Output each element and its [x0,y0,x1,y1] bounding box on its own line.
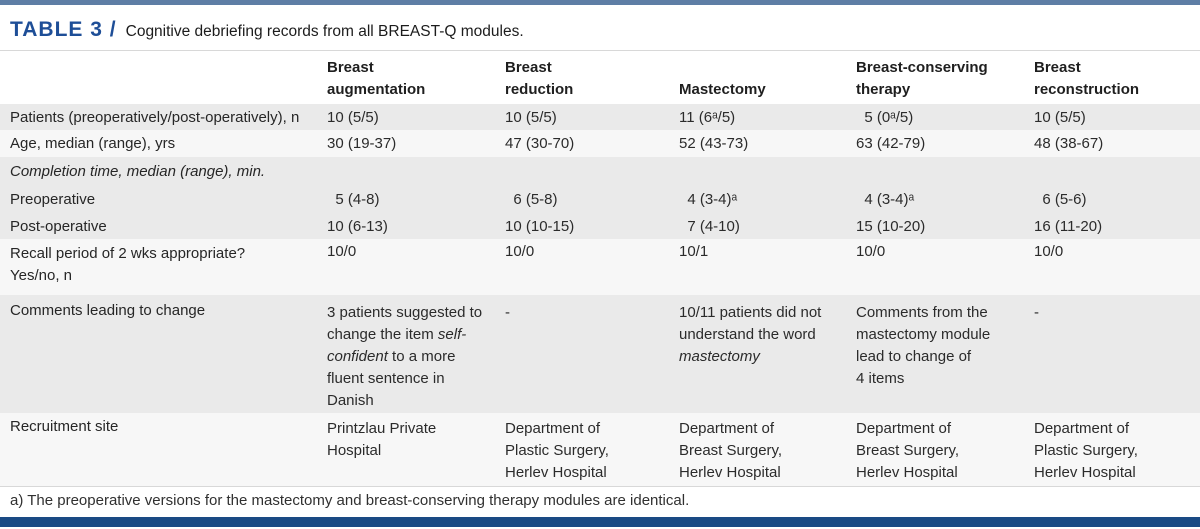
row-label: Recall period of 2 wks appropriate? Yes/n… [10,245,246,284]
site-cell-augmentation: Printzlau Private Hospital [327,420,437,459]
value-cell: 5 (4-8) [327,191,380,208]
row-label: Recruitment site [10,418,119,435]
header-row: Breast augmentation Breast reduction Maste… [0,51,1200,104]
value-cell: 10/1 [679,243,709,260]
row-patients: Patients (preoperatively/post-operativel… [0,104,1200,130]
row-recall-period: Recall period of 2 wks appropriate? Yes/n… [0,239,1200,295]
value-cell: 10 (5/5) [327,108,379,126]
column-header-breast-reconstruction: Breast reconstruction [1034,59,1140,98]
empty-cell [679,157,856,186]
value-cell: 4 (3-4)ᵃ [679,191,738,208]
bottom-rule [0,486,1200,487]
value-cell: 7 (4-10) [679,217,740,235]
comment-cell-reconstruction: - [1034,304,1039,321]
empty-cell [505,157,679,186]
value-cell: 10 (6-13) [327,217,388,235]
row-label: Patients (preoperatively/post-operativel… [10,108,300,126]
value-cell: 6 (5-6) [1034,191,1087,208]
column-header-mastectomy: Mastectomy [679,81,766,98]
value-cell: 15 (10-20) [856,217,926,235]
comment-cell-reduction: - [505,304,510,321]
row-recruitment-site: Recruitment site Printzlau Private Hospit… [0,413,1200,486]
value-cell: 10 (5/5) [505,108,557,126]
comment-cell-conserving: Comments from the mastectomy module lead t… [856,304,991,387]
table-title: TABLE 3 / Cognitive debriefing records f… [0,5,1200,50]
section-label: Completion time, median (range), min. [10,163,266,180]
row-age: Age, median (range), yrs 30 (19-37) 47 (… [0,130,1200,157]
value-cell: 52 (43-73) [679,135,749,152]
row-label: Age, median (range), yrs [10,135,176,152]
empty-cell [327,157,505,186]
site-cell-mastectomy: Department of Breast Surgery, Herlev Hospi… [679,420,783,481]
row-label: Post-operative [10,217,107,235]
value-cell: 10/0 [856,243,886,260]
value-cell: 4 (3-4)ᵃ [856,191,915,208]
value-cell: 6 (5-8) [505,191,558,208]
comment-cell-mastectomy: 10/11 patients did not understand the wor… [679,304,822,365]
value-cell: 10/0 [1034,243,1064,260]
value-cell: 16 (11-20) [1034,217,1103,235]
site-cell-reconstruction: Department of Plastic Surgery, Herlev Hosp… [1034,420,1138,481]
value-cell: 47 (30-70) [505,135,575,152]
value-cell: 10/0 [327,243,357,260]
comment-cell-augmentation: 3 patients suggested to change the item s… [327,304,483,409]
site-cell-reduction: Department of Plastic Surgery, Herlev Hosp… [505,420,609,481]
table-caption: Cognitive debriefing records from all BR… [125,23,524,40]
value-cell: 30 (19-37) [327,135,397,152]
row-postoperative: Post-operative 10 (6-13) 10 (10-15) 7 (4… [0,213,1200,239]
value-cell: 11 (6ᵃ/5) [679,108,736,126]
top-accent-bar [0,0,1200,5]
row-preoperative: Preoperative 5 (4-8) 6 (5-8) 4 (3-4)ᵃ 4 … [0,186,1200,213]
row-label: Preoperative [10,191,96,208]
value-cell: 10 (10-15) [505,217,575,235]
empty-cell [1034,157,1200,186]
value-cell: 48 (38-67) [1034,135,1104,152]
column-header-breast-augmentation: Breast augmentation [327,59,426,98]
value-cell: 63 (42-79) [856,135,926,152]
table-footnote: a) The preoperative versions for the mas… [10,492,690,509]
site-cell-conserving: Department of Breast Surgery, Herlev Hospi… [856,420,960,481]
row-label: Comments leading to change [10,302,206,319]
table-number: TABLE 3 / [10,18,117,41]
top-rule [0,50,1200,51]
value-cell: 10 (5/5) [1034,108,1086,126]
bottom-accent-bar [0,517,1200,527]
empty-cell [856,157,1034,186]
column-header-breast-reduction: Breast reduction [505,59,574,98]
column-header-breast-conserving-therapy: Breast-conserving therapy [856,59,988,98]
row-completion-time-header: Completion time, median (range), min. [0,157,1200,186]
value-cell: 5 (0ᵃ/5) [856,108,914,126]
row-comments: Comments leading to change 3 patients su… [0,295,1200,413]
value-cell: 10/0 [505,243,535,260]
